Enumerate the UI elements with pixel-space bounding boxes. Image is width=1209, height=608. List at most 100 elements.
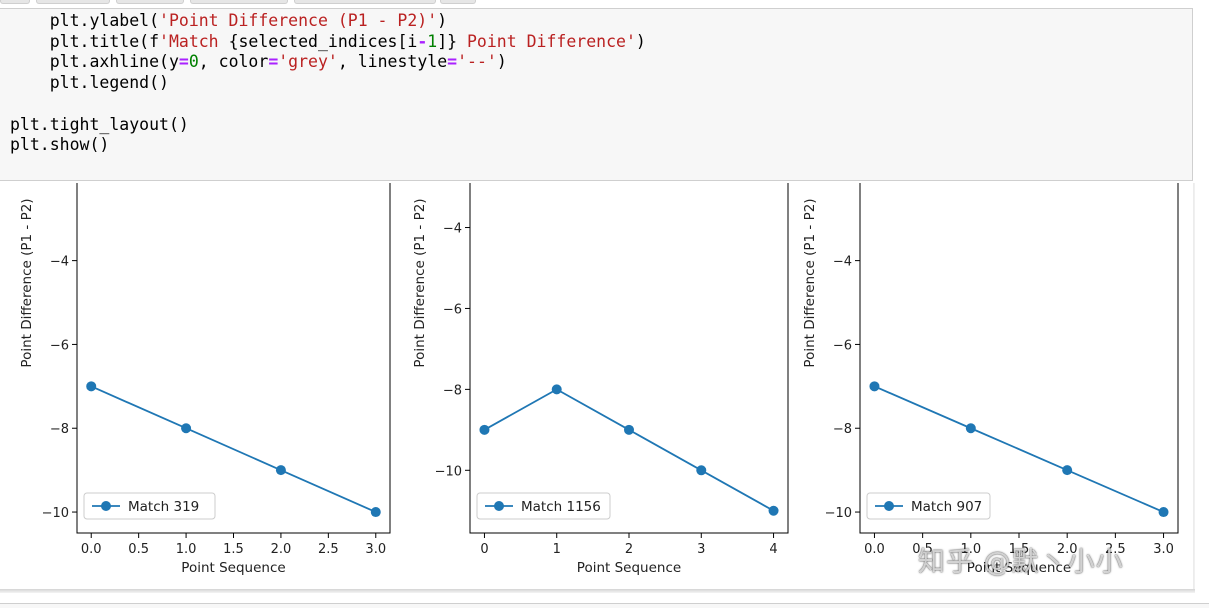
data-point xyxy=(1062,465,1073,476)
data-point xyxy=(696,465,707,476)
data-point xyxy=(551,384,562,395)
output-bottom-edge xyxy=(0,589,1195,593)
x-axis-label: Point Sequence xyxy=(181,560,285,576)
y-tick-label: −4 xyxy=(50,255,69,270)
x-tick-label: 2.0 xyxy=(271,542,292,557)
code-line: plt.ylabel('Point Difference (P1 - P2)') xyxy=(10,11,447,30)
toolbar-tab[interactable] xyxy=(440,0,476,4)
code-token: - xyxy=(417,31,428,51)
x-axis-label: Point Sequence xyxy=(577,560,681,576)
legend-marker xyxy=(494,501,504,511)
code-token: = xyxy=(178,52,189,72)
data-point xyxy=(869,381,880,392)
cell-output-area: −10 −8 −6 −4 0.0 0.5 1.0 1.5 2.0 2.5 3.0 Point Sequ… xyxy=(0,183,1193,591)
y-tick-label: −10 xyxy=(42,506,69,521)
code-token: 0 xyxy=(188,52,199,72)
code-token: ) xyxy=(496,52,507,72)
toolbar-tab[interactable] xyxy=(190,0,288,4)
x-axis-label: Point Sequence xyxy=(967,560,1071,576)
y-tick-label: −8 xyxy=(50,422,69,437)
code-token: ) xyxy=(437,11,448,30)
y-tick-label: −6 xyxy=(50,338,69,353)
legend-marker xyxy=(884,501,894,511)
x-tick-label: 1.5 xyxy=(223,542,244,557)
legend-box xyxy=(83,492,216,520)
code-line: plt.axhline(y=0, color='grey', linestyle… xyxy=(10,52,507,71)
code-token: 'Match xyxy=(159,31,229,51)
y-tick-label: −8 xyxy=(443,383,462,398)
axes-frame xyxy=(76,183,391,534)
y-tick-label: −10 xyxy=(435,464,462,479)
code-editor-text[interactable]: plt.ylabel('Point Difference (P1 - P2)')… xyxy=(10,11,646,156)
subplot-match-1156: −10 −8 −6 −4 0 1 2 3 4 Point Sequence Point Differ… xyxy=(412,183,789,576)
legend-label: Match 1156 xyxy=(521,499,601,515)
code-token: Point Difference' xyxy=(457,31,636,51)
data-point xyxy=(768,505,779,516)
toolbar-tab[interactable] xyxy=(0,0,30,4)
subplot-match-907: −10 −8 −6 −4 0.0 0.5 1.0 1.5 2.0 2.5 3.0 Point Sequ… xyxy=(802,183,1179,576)
x-tick-label: 4 xyxy=(769,542,777,557)
axes-frame xyxy=(859,183,1179,534)
code-line: plt.legend() xyxy=(10,73,169,92)
code-token: , color xyxy=(198,52,269,72)
x-tick-label: 0.0 xyxy=(864,542,885,557)
code-token: 'Point Difference (P1 - P2)' xyxy=(159,11,438,30)
legend-label: Match 319 xyxy=(128,499,199,515)
x-tick-label: 1.5 xyxy=(1009,542,1030,557)
y-tick-label: −4 xyxy=(833,255,852,270)
toolbar-tab[interactable] xyxy=(294,0,436,4)
data-point xyxy=(275,465,286,476)
code-token: plt.legend() xyxy=(10,73,169,93)
subplot-match-319: −10 −8 −6 −4 0.0 0.5 1.0 1.5 2.0 2.5 3.0 Point Sequ… xyxy=(19,183,391,576)
y-tick-label: −6 xyxy=(443,302,462,317)
data-point xyxy=(370,507,381,518)
data-point xyxy=(181,423,192,434)
code-token: {selected_indices[i xyxy=(228,31,418,51)
data-point xyxy=(1158,507,1169,518)
data-point xyxy=(479,424,490,435)
code-token: '--' xyxy=(457,52,497,72)
legend-box xyxy=(476,492,611,520)
legend-box xyxy=(866,492,991,520)
next-cell-edge xyxy=(0,603,1209,608)
series-line xyxy=(874,385,1164,513)
code-cell-input[interactable]: plt.ylabel('Point Difference (P1 - P2)')… xyxy=(0,8,1193,181)
y-axis-label: Point Difference (P1 - P2) xyxy=(412,198,428,367)
toolbar-tab[interactable] xyxy=(36,0,110,4)
data-point xyxy=(624,424,634,435)
code-token: plt.tight_layout() xyxy=(10,114,189,134)
y-tick-label: −8 xyxy=(833,422,852,437)
data-point xyxy=(965,423,976,434)
x-tick-label: 3 xyxy=(697,542,705,557)
code-token: plt.ylabel( xyxy=(10,11,160,30)
watermark: 知乎 @默丶小小 xyxy=(918,540,1168,580)
legend-label: Match 907 xyxy=(911,499,982,515)
x-tick-label: 1 xyxy=(553,542,561,557)
x-tick-label: 0 xyxy=(480,542,488,557)
code-line: plt.show() xyxy=(10,135,109,154)
x-tick-label: 3.0 xyxy=(365,542,386,557)
x-tick-label: 2 xyxy=(625,542,633,557)
y-axis-label: Point Difference (P1 - P2) xyxy=(802,198,818,367)
code-token: = xyxy=(447,52,458,72)
legend-marker xyxy=(101,501,111,511)
code-token: plt.show() xyxy=(10,135,110,155)
x-tick-label: 2.5 xyxy=(318,542,339,557)
y-tick-label: −6 xyxy=(833,338,852,353)
y-axis-label: Point Difference (P1 - P2) xyxy=(19,198,35,367)
x-tick-label: 2.5 xyxy=(1105,542,1126,557)
axes-frame xyxy=(469,183,789,534)
top-toolbar-strip xyxy=(0,0,1209,8)
code-token: , linestyle xyxy=(337,52,448,72)
code-token: ]} xyxy=(437,31,458,51)
x-tick-label: 1.0 xyxy=(176,542,197,557)
code-line: plt.tight_layout() xyxy=(10,115,189,134)
x-tick-label: 3.0 xyxy=(1153,542,1174,557)
toolbar-tab[interactable] xyxy=(116,0,184,4)
code-token: = xyxy=(268,52,279,72)
code-token: 'grey' xyxy=(278,52,338,72)
y-tick-label: −10 xyxy=(825,506,852,521)
x-tick-label: 2.0 xyxy=(1057,542,1078,557)
code-token: plt.axhline(y xyxy=(10,52,179,72)
code-line: plt.title(f'Match {selected_indices[i-1]… xyxy=(10,32,646,51)
